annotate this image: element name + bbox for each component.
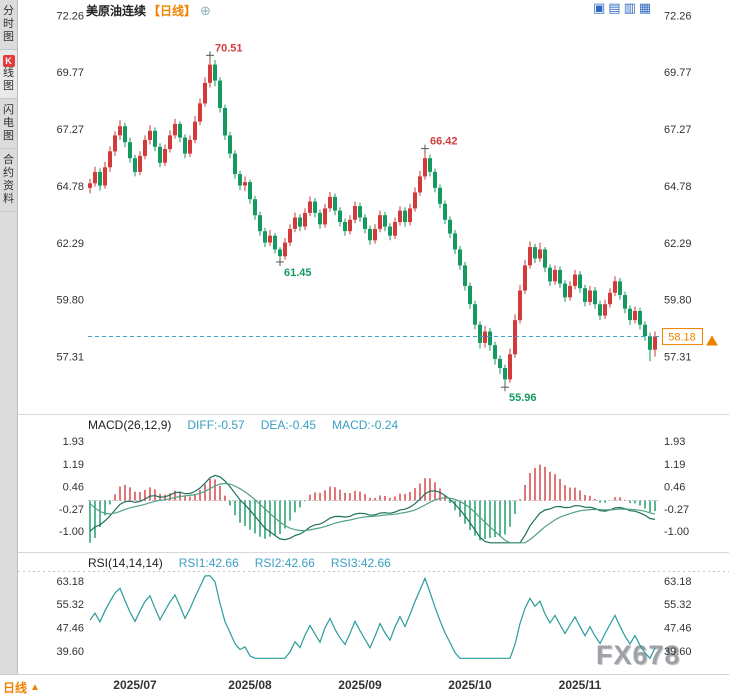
svg-text:64.78: 64.78 bbox=[56, 181, 84, 193]
rsi3-value: RSI3:42.66 bbox=[330, 556, 391, 570]
svg-text:63.18: 63.18 bbox=[664, 576, 692, 588]
svg-text:39.60: 39.60 bbox=[56, 646, 84, 658]
macd-header: MACD(26,12,9) DIFF:-0.57 DEA:-0.45 MACD:… bbox=[88, 418, 398, 432]
x-axis-label: 2025/09 bbox=[338, 678, 382, 692]
svg-text:64.78: 64.78 bbox=[664, 181, 692, 193]
sidebar-item-label-char: 资 bbox=[3, 180, 14, 192]
titlebar: 美原油连续 【日线】 ⊕ bbox=[86, 2, 211, 19]
macd-dea-value: DEA:-0.45 bbox=[260, 418, 317, 432]
x-axis-label: 2025/07 bbox=[113, 678, 157, 692]
price-annotations: 70.51 61.45 66.42 55.96 bbox=[206, 42, 537, 404]
timeframe-label: 日线 bbox=[3, 681, 28, 695]
svg-text:67.27: 67.27 bbox=[56, 124, 84, 136]
svg-text:-1.00: -1.00 bbox=[664, 526, 689, 538]
add-indicator-icon[interactable]: ⊕ bbox=[200, 2, 211, 18]
rsi1-value: RSI1:42.66 bbox=[178, 556, 239, 570]
macd-title: MACD(26,12,9) bbox=[88, 418, 172, 432]
svg-text:47.46: 47.46 bbox=[664, 622, 692, 634]
price-up-arrow-icon bbox=[706, 335, 718, 346]
sidebar-item-time-chart[interactable]: 分时图 bbox=[0, 0, 17, 50]
svg-text:-1.00: -1.00 bbox=[59, 526, 84, 538]
layout-split-vertical-icon[interactable]: ▥ bbox=[623, 0, 636, 15]
svg-text:0.46: 0.46 bbox=[664, 481, 685, 493]
candlestick-series bbox=[88, 55, 657, 388]
svg-text:-0.27: -0.27 bbox=[664, 504, 689, 516]
svg-text:61.45: 61.45 bbox=[284, 267, 312, 279]
rsi-y-axis: 63.18 63.18 55.32 55.32 47.46 47.46 39.60 39.60 bbox=[56, 576, 691, 658]
sidebar-item-label-char: 料 bbox=[3, 193, 14, 205]
svg-text:59.80: 59.80 bbox=[664, 295, 692, 307]
timeframe-selector[interactable]: 日线 ▲ bbox=[3, 679, 40, 696]
svg-text:58.18: 58.18 bbox=[668, 332, 696, 344]
layout-grid-icon[interactable]: ▦ bbox=[638, 0, 652, 15]
macd-diff-value: DIFF:-0.57 bbox=[187, 418, 245, 432]
sidebar-item-label-char: 时 bbox=[3, 18, 14, 30]
svg-text:55.32: 55.32 bbox=[664, 599, 692, 611]
sidebar-item-label-char: 电 bbox=[3, 117, 14, 129]
sidebar-item-label-char: 闪 bbox=[3, 104, 14, 116]
macd-diff-line bbox=[89, 474, 656, 544]
sidebar-item-label-char: 分 bbox=[3, 5, 14, 17]
svg-text:1.19: 1.19 bbox=[664, 459, 685, 471]
sidebar-item-label-char: 线 bbox=[3, 67, 14, 79]
macd-histogram bbox=[89, 464, 656, 543]
sidebar-item-label-char: 图 bbox=[3, 31, 14, 43]
svg-text:66.42: 66.42 bbox=[430, 136, 458, 148]
macd-y-axis: 1.93 1.93 1.19 1.19 0.46 0.46 -0.27 -0.27 -1.00 -… bbox=[59, 436, 689, 538]
svg-text:62.29: 62.29 bbox=[56, 238, 84, 250]
x-axis-label: 2025/11 bbox=[558, 678, 602, 692]
layout-single-icon[interactable]: ▣ bbox=[593, 0, 606, 15]
svg-text:59.80: 59.80 bbox=[56, 295, 84, 307]
svg-text:39.60: 39.60 bbox=[664, 646, 692, 658]
svg-text:1.93: 1.93 bbox=[664, 436, 685, 448]
svg-text:-0.27: -0.27 bbox=[59, 504, 84, 516]
macd-macd-value: MACD:-0.24 bbox=[332, 418, 399, 432]
svg-text:70.51: 70.51 bbox=[215, 42, 243, 54]
sidebar-item-label-char: 约 bbox=[3, 167, 14, 179]
sidebar-item-flash-chart[interactable]: 闪电图 bbox=[0, 99, 17, 149]
svg-text:47.46: 47.46 bbox=[56, 622, 84, 634]
x-axis: 2025/07 2025/08 2025/09 2025/10 2025/11 bbox=[0, 678, 729, 694]
svg-text:72.26: 72.26 bbox=[56, 10, 84, 22]
rsi-line bbox=[89, 575, 656, 660]
chart-title: 美原油连续 bbox=[86, 4, 147, 18]
chart-timeframe-label: 【日线】 bbox=[148, 4, 197, 18]
svg-text:63.18: 63.18 bbox=[56, 576, 84, 588]
svg-text:69.77: 69.77 bbox=[664, 67, 692, 79]
x-axis-label: 2025/10 bbox=[448, 678, 492, 692]
svg-text:62.29: 62.29 bbox=[664, 238, 692, 250]
x-axis-label: 2025/08 bbox=[228, 678, 272, 692]
rsi-header: RSI(14,14,14) RSI1:42.66 RSI2:42.66 RSI3… bbox=[88, 556, 391, 570]
layout-toolbar: ▣ ▤ ▥ ▦ bbox=[593, 0, 651, 15]
sidebar-item-label-char: 图 bbox=[3, 80, 14, 92]
sidebar-item-label-char: 图 bbox=[3, 130, 14, 142]
svg-text:55.32: 55.32 bbox=[56, 599, 84, 611]
price-y-axis: 72.26 72.26 69.77 69.77 67.27 67.27 64.78 64.78… bbox=[56, 10, 691, 363]
svg-text:67.27: 67.27 bbox=[664, 124, 692, 136]
sidebar-item-label-char: 合 bbox=[3, 154, 14, 166]
timeframe-arrow-icon: ▲ bbox=[30, 682, 40, 693]
svg-text:0.46: 0.46 bbox=[63, 481, 84, 493]
current-price-label: 58.18 bbox=[662, 328, 718, 346]
layout-split-horizontal-icon[interactable]: ▤ bbox=[608, 0, 621, 15]
sidebar-item-contract-info[interactable]: 合约资料 bbox=[0, 149, 17, 212]
svg-text:69.77: 69.77 bbox=[56, 67, 84, 79]
svg-text:55.96: 55.96 bbox=[509, 392, 537, 404]
svg-text:57.31: 57.31 bbox=[664, 351, 692, 363]
sidebar-item-label-char: K bbox=[2, 55, 15, 67]
svg-text:72.26: 72.26 bbox=[664, 10, 692, 22]
svg-text:1.93: 1.93 bbox=[63, 436, 84, 448]
watermark: FX678 bbox=[596, 640, 681, 670]
rsi-title: RSI(14,14,14) bbox=[88, 556, 163, 570]
svg-text:57.31: 57.31 bbox=[56, 351, 84, 363]
svg-text:1.19: 1.19 bbox=[63, 459, 84, 471]
rsi2-value: RSI2:42.66 bbox=[254, 556, 315, 570]
macd-dea-line bbox=[89, 482, 656, 544]
